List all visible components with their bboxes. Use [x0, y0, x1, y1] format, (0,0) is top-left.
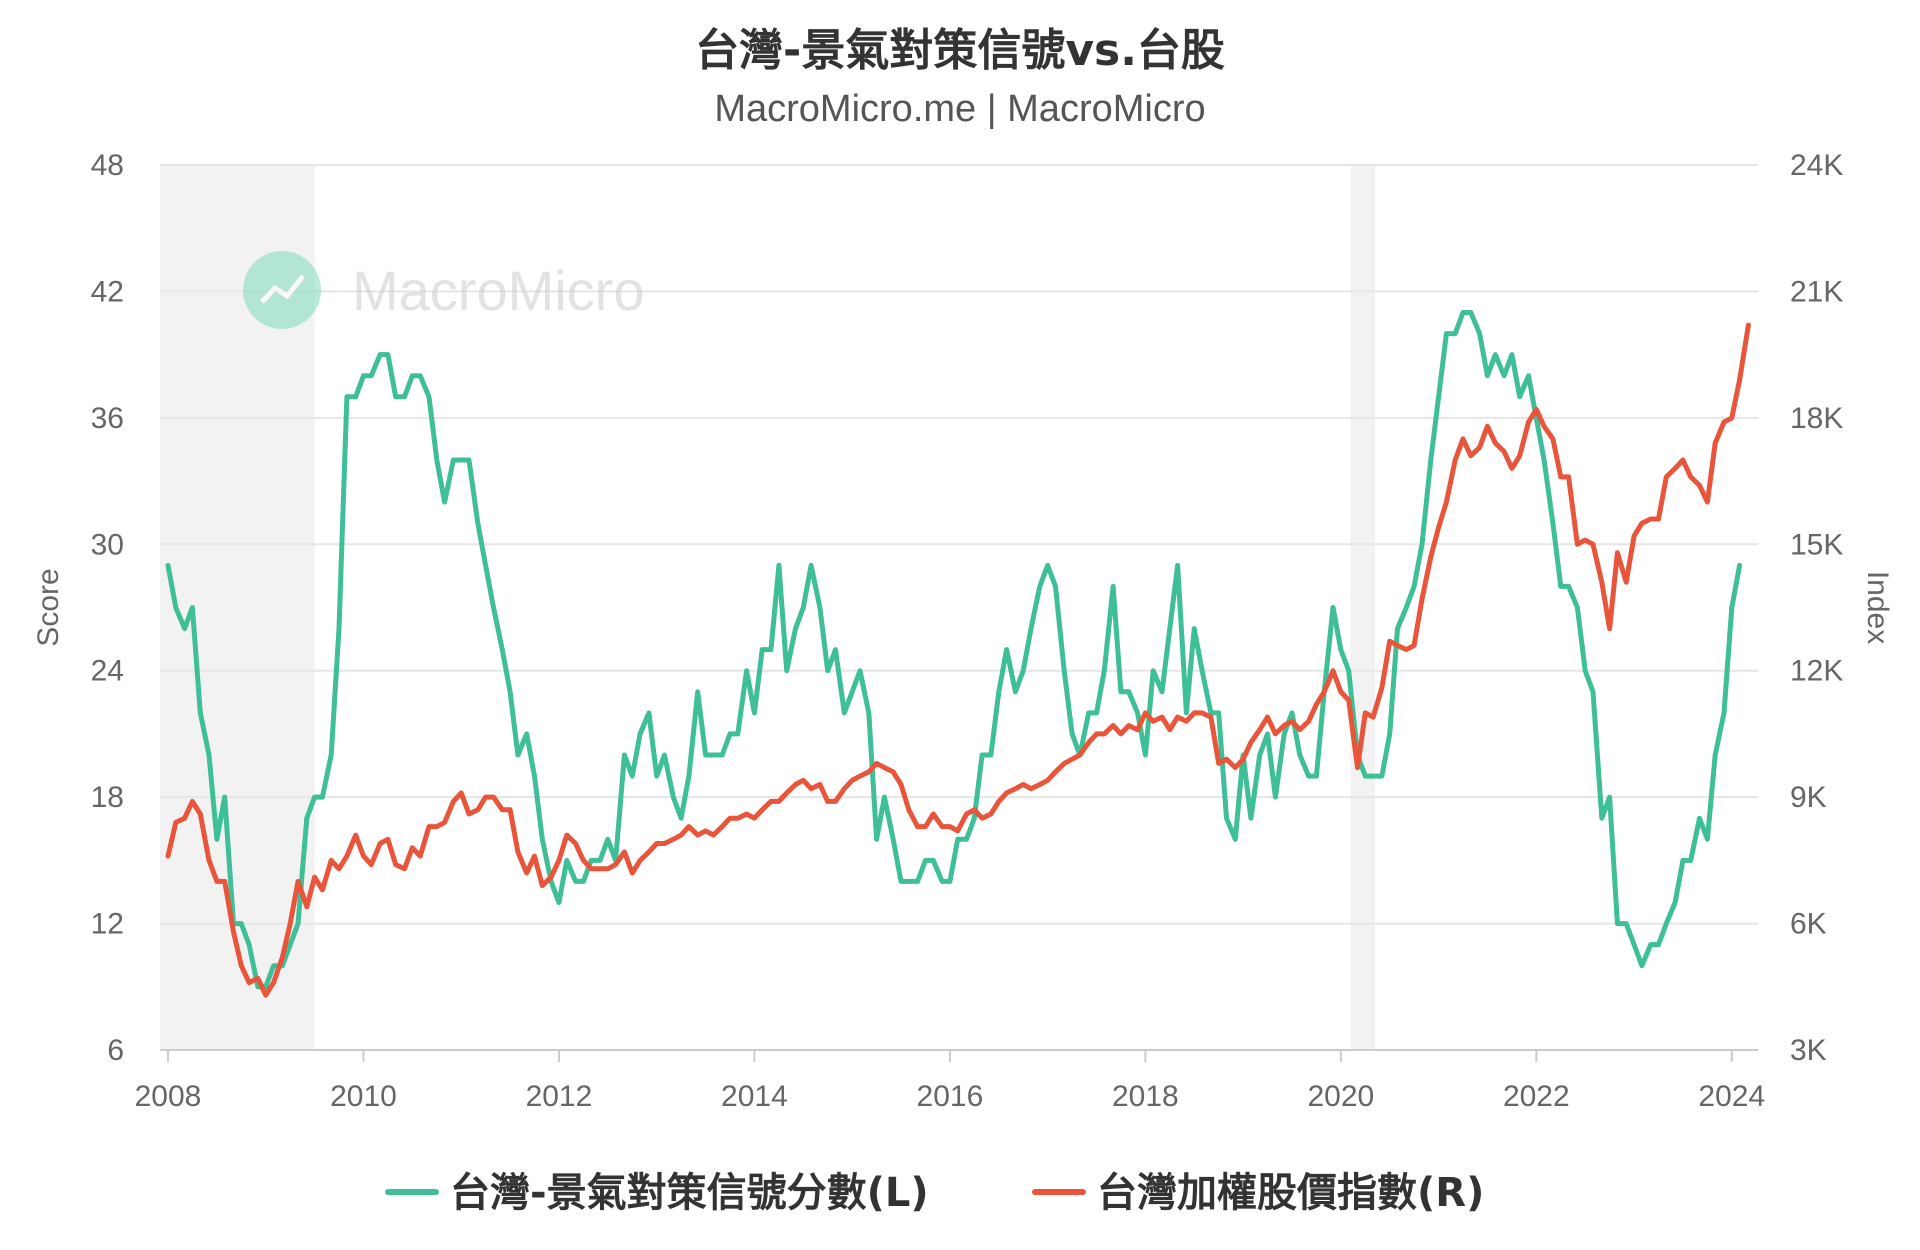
y-right-tick-label: 15K — [1790, 528, 1843, 561]
x-tick-label: 2012 — [526, 1080, 593, 1113]
y-right-tick-label: 3K — [1790, 1034, 1827, 1067]
x-tick-label: 2024 — [1698, 1080, 1765, 1113]
y-left-tick-label: 42 — [91, 275, 124, 308]
x-tick-label: 2014 — [721, 1080, 788, 1113]
watermark: MacroMicro — [243, 251, 644, 329]
y-right-tick-label: 18K — [1790, 402, 1843, 435]
y-right-tick-label: 21K — [1790, 275, 1843, 308]
score-series-line — [165, 310, 1743, 990]
chart-title: 台灣-景氣對策信號vs.台股 — [695, 25, 1225, 76]
x-tick-label: 2018 — [1112, 1080, 1179, 1113]
recession-band-1 — [1350, 165, 1376, 1050]
x-tick-label: 2016 — [917, 1080, 984, 1113]
legend-item-label[interactable]: 台灣加權股價指數(R) — [1097, 1170, 1484, 1216]
series-lines — [165, 310, 1751, 998]
axes: 6 12 18 24 30 36 42 48 3K 6K 9K 12K 15K 18K 21K 24K 2008… — [32, 149, 1894, 1113]
x-tick-label: 2008 — [135, 1080, 202, 1113]
watermark-logo-line-icon — [260, 274, 305, 304]
y-left-tick-label: 30 — [91, 528, 124, 561]
y-left-tick-label: 12 — [91, 908, 124, 941]
x-tick-label: 2020 — [1307, 1080, 1374, 1113]
y-left-tick-label: 36 — [91, 402, 124, 435]
recession-shading — [160, 165, 1376, 1050]
y-right-tick-label: 6K — [1790, 908, 1827, 941]
y-right-tick-label: 12K — [1790, 655, 1843, 688]
y-left-tick-label: 24 — [91, 655, 124, 688]
y-right-axis-title: Index — [1861, 571, 1894, 644]
legend-item-label[interactable]: 台灣-景氣對策信號分數(L) — [450, 1170, 929, 1216]
legend[interactable]: 台灣-景氣對策信號分數(L) 台灣加權股價指數(R) — [385, 1170, 1484, 1216]
y-right-tick-label: 24K — [1790, 149, 1843, 182]
y-left-tick-label: 18 — [91, 781, 124, 814]
y-left-tick-label: 6 — [107, 1034, 124, 1067]
x-tick-label: 2010 — [330, 1080, 397, 1113]
index-series-line — [165, 322, 1751, 998]
y-left-axis-title: Score — [32, 568, 65, 646]
x-tick-label: 2022 — [1503, 1080, 1570, 1113]
watermark-text: MacroMicro — [352, 259, 644, 322]
y-right-tick-label: 9K — [1790, 781, 1827, 814]
chart-subtitle: MacroMicro.me | MacroMicro — [714, 88, 1206, 130]
y-left-tick-label: 48 — [91, 149, 124, 182]
